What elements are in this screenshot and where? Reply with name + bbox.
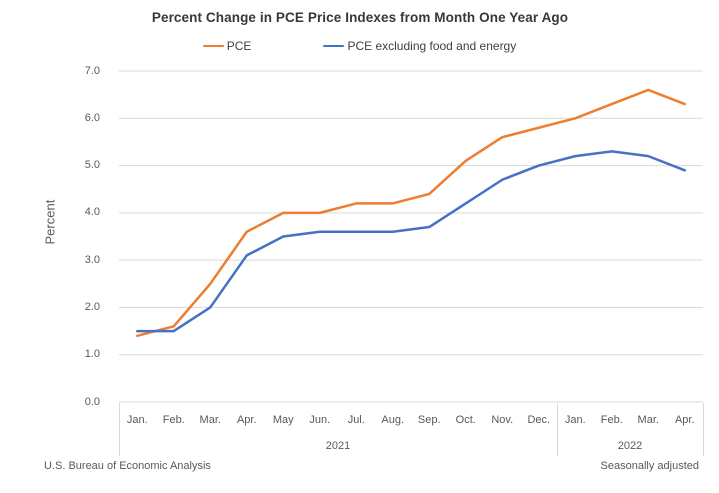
source-note: U.S. Bureau of Economic Analysis [44, 460, 211, 472]
y-tick-label: 7.0 [84, 64, 100, 77]
y-tick-label: 6.0 [84, 111, 100, 124]
y-tick-label: 3.0 [84, 253, 100, 266]
x-month-label: Jan. [564, 414, 586, 426]
legend-label-pce: PCE [226, 39, 252, 53]
x-month-label: Jun. [309, 414, 331, 426]
x-month-label: Feb. [600, 414, 623, 426]
pce-excluding-food-energy-line [136, 150, 686, 333]
x-month-label: Apr. [674, 414, 695, 426]
x-month-label: Mar. [637, 414, 659, 426]
legend-item-pce: PCE [202, 39, 252, 53]
x-month-label: Mar. [199, 414, 221, 426]
x-month-label: Feb. [162, 414, 185, 426]
x-month-label: Oct. [455, 414, 476, 426]
pce-line [136, 88, 686, 338]
x-month-label: Nov. [491, 414, 514, 426]
x-year-label: 2021 [325, 440, 351, 452]
x-year-label: 2022 [617, 440, 643, 452]
adjustment-note: Seasonally adjusted [600, 460, 699, 472]
pce-line-swatch [202, 44, 224, 48]
y-tick-label: 4.0 [84, 206, 100, 219]
x-month-label: Jan. [126, 414, 148, 426]
x-month-label: Apr. [236, 414, 257, 426]
chart-legend: PCE PCE excluding food and energy [0, 39, 719, 53]
x-month-label: Dec. [527, 414, 551, 426]
y-tick-label: 1.0 [84, 348, 100, 361]
legend-item-core-pce: PCE excluding food and energy [323, 39, 516, 53]
y-tick-label: 5.0 [84, 159, 100, 172]
x-month-label: Jul. [347, 414, 365, 426]
chart-title: Percent Change in PCE Price Indexes from… [151, 10, 569, 25]
y-tick-label: 0.0 [84, 395, 100, 408]
x-month-label: Aug. [381, 414, 405, 426]
x-month-label: May [272, 414, 294, 426]
core-pce-line-swatch [323, 44, 345, 48]
legend-label-core-pce: PCE excluding food and energy [347, 39, 517, 53]
x-month-label: Sep. [417, 414, 441, 426]
y-tick-label: 2.0 [84, 300, 100, 313]
